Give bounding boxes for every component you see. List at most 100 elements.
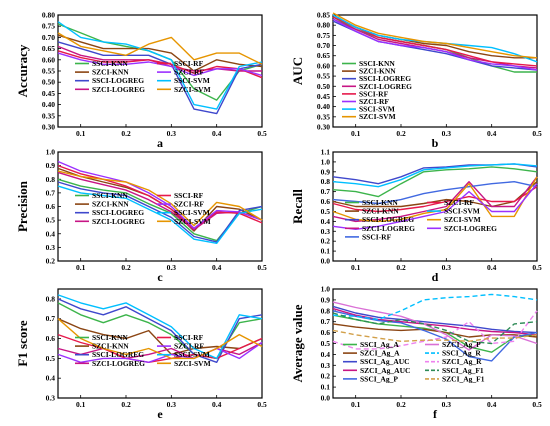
series-line-ssci-rf	[332, 180, 538, 205]
y-tick-label: 0.2	[321, 372, 331, 381]
legend-entry: SSCI_Ag_P	[360, 374, 398, 383]
y-tick-label: 0.4	[46, 229, 56, 238]
panel-e: 0.3 0.4 0.5 0.6 0.7 0.8 0.1 0.2 0.3 0.4 0.5 F1 scor…	[15, 288, 267, 421]
legend-entry: SZCI-LOGREG	[92, 217, 145, 226]
y-tick-label: 0.50	[317, 82, 330, 91]
y-tick-label: 0.0	[321, 394, 331, 403]
legend-entry: SZCI-RF	[174, 68, 204, 77]
y-axis-label: Precision	[15, 180, 30, 232]
y-tick-label: 0.4	[321, 350, 331, 359]
legend-entry: SZCI-SVM	[174, 85, 211, 94]
y-tick-label: 0.35	[317, 112, 330, 121]
y-tick-label: 0.9	[46, 161, 56, 170]
legend-entry: SZCI-KNN	[92, 342, 129, 351]
y-tick-label: 0.40	[317, 102, 330, 111]
series-line-szci-svm	[332, 12, 538, 59]
y-tick-label: 0.45	[42, 89, 55, 98]
y-axis-label: F1 score	[15, 320, 30, 367]
legend-entry: SSCI-RF	[174, 333, 204, 342]
legend-entry: SSCI_Ag_R	[442, 349, 481, 358]
y-tick-label: 0.9	[321, 295, 331, 304]
legend-entry: SZCI_Ag_A	[360, 349, 400, 358]
y-tick-label: 0.60	[317, 61, 330, 70]
x-tick-label: 0.4	[487, 129, 497, 138]
y-tick-label: 0.8	[46, 294, 56, 303]
y-tick-label: 0.65	[317, 51, 330, 60]
legend-entry: SSCI-LOGREG	[92, 208, 144, 217]
x-tick-label: 0.4	[487, 263, 497, 272]
y-tick-label: 0.60	[42, 55, 55, 64]
panel-letter: c	[157, 270, 163, 284]
panel-letter: b	[432, 136, 439, 150]
series-line-szci-knn	[57, 34, 263, 72]
panel-a: 0.30 0.35 0.40 0.45 0.50 0.55 0.60 0.65 0.70 0.75…	[15, 11, 267, 151]
legend-entry: SSCI-KNN	[92, 191, 128, 200]
x-tick-label: 0.3	[442, 263, 452, 272]
y-tick-label: 0.3	[321, 361, 331, 370]
x-tick-label: 0.1	[351, 129, 361, 138]
series-line-szci_ag_r	[332, 310, 538, 350]
y-tick-label: 0.7	[321, 187, 331, 196]
plot-frame	[332, 14, 538, 128]
series-line-ssci-rf	[332, 16, 538, 67]
series-line-szci-knn	[332, 181, 538, 208]
x-tick-label: 0.3	[442, 129, 452, 138]
x-tick-label: 0.5	[532, 400, 542, 409]
y-tick-label: 0.2	[46, 257, 56, 266]
y-tick-label: 0.3	[46, 243, 56, 252]
x-tick-label: 0.3	[167, 129, 177, 138]
y-tick-label: 0.7	[46, 314, 56, 323]
x-tick-label: 0.2	[396, 129, 406, 138]
series-line-szci-rf	[332, 186, 538, 213]
legend-entry: SSCI-KNN	[362, 198, 398, 207]
plot-frame	[332, 288, 538, 399]
legend-entry: SZCI-KNN	[92, 68, 129, 77]
legend-entry: SSCI-LOGREG	[359, 74, 411, 83]
y-tick-label: 0.9	[321, 167, 331, 176]
series-line-szci-svm	[57, 170, 263, 227]
legend-entry: SSCI-RF	[174, 191, 204, 200]
y-tick-label: 1.0	[321, 157, 331, 166]
legend-entry: SSCI-KNN	[92, 59, 128, 68]
series-line-ssci_ag_r	[332, 293, 538, 321]
y-tick-label: 0.75	[42, 22, 55, 31]
y-tick-label: 0.5	[321, 339, 331, 348]
series-line-szci-rf	[332, 18, 538, 71]
series-line-ssci-svm	[57, 294, 263, 360]
panel-letter: a	[157, 136, 163, 150]
y-tick-label: 0.4	[321, 217, 331, 226]
y-tick-label: 0.40	[42, 100, 55, 109]
x-tick-label: 0.2	[121, 400, 131, 409]
series-line-szci_ag_p	[332, 301, 538, 351]
x-tick-label: 0.2	[396, 400, 406, 409]
y-tick-label: 0.55	[42, 67, 55, 76]
legend-entry: SZCI_Ag_P	[442, 340, 481, 349]
y-tick-label: 0.2	[321, 237, 331, 246]
y-tick-label: 0.80	[317, 21, 330, 30]
legend-entry: SZCI_Ag_AUC	[360, 366, 410, 375]
panel-d: 0.00.10.20.30.40.50.60.70.80.91.01.10.1 0…	[290, 148, 542, 285]
y-tick-label: 0.55	[317, 72, 330, 81]
series-line-ssci-knn	[332, 166, 538, 198]
y-tick-label: 0.30	[317, 123, 330, 132]
x-tick-label: 0.5	[257, 263, 267, 272]
legend-entry: SSCI-SVM	[174, 350, 210, 359]
y-tick-label: 0.85	[317, 11, 330, 20]
series-line-szci_ag_f1	[332, 329, 538, 342]
x-tick-label: 0.3	[167, 263, 177, 272]
legend-entry: SSCI-RF	[362, 232, 392, 241]
x-tick-label: 0.4	[212, 263, 222, 272]
y-tick-label: 0.65	[42, 44, 55, 53]
legend-entry: SSCI-LOGREG	[362, 215, 414, 224]
plot-frame	[57, 14, 263, 128]
y-tick-label: 1.0	[321, 285, 331, 294]
legend-entry: SSCI-SVM	[174, 208, 210, 217]
y-tick-label: 0.6	[46, 334, 56, 343]
series-line-szci-rf	[57, 341, 263, 363]
legend-entry: SZCI-SVM	[174, 359, 211, 368]
legend-entry: SSCI-LOGREG	[92, 350, 144, 359]
series-line-ssci-svm	[57, 21, 263, 110]
series-line-ssci-rf	[57, 164, 263, 230]
series-line-ssci-svm	[332, 163, 538, 188]
